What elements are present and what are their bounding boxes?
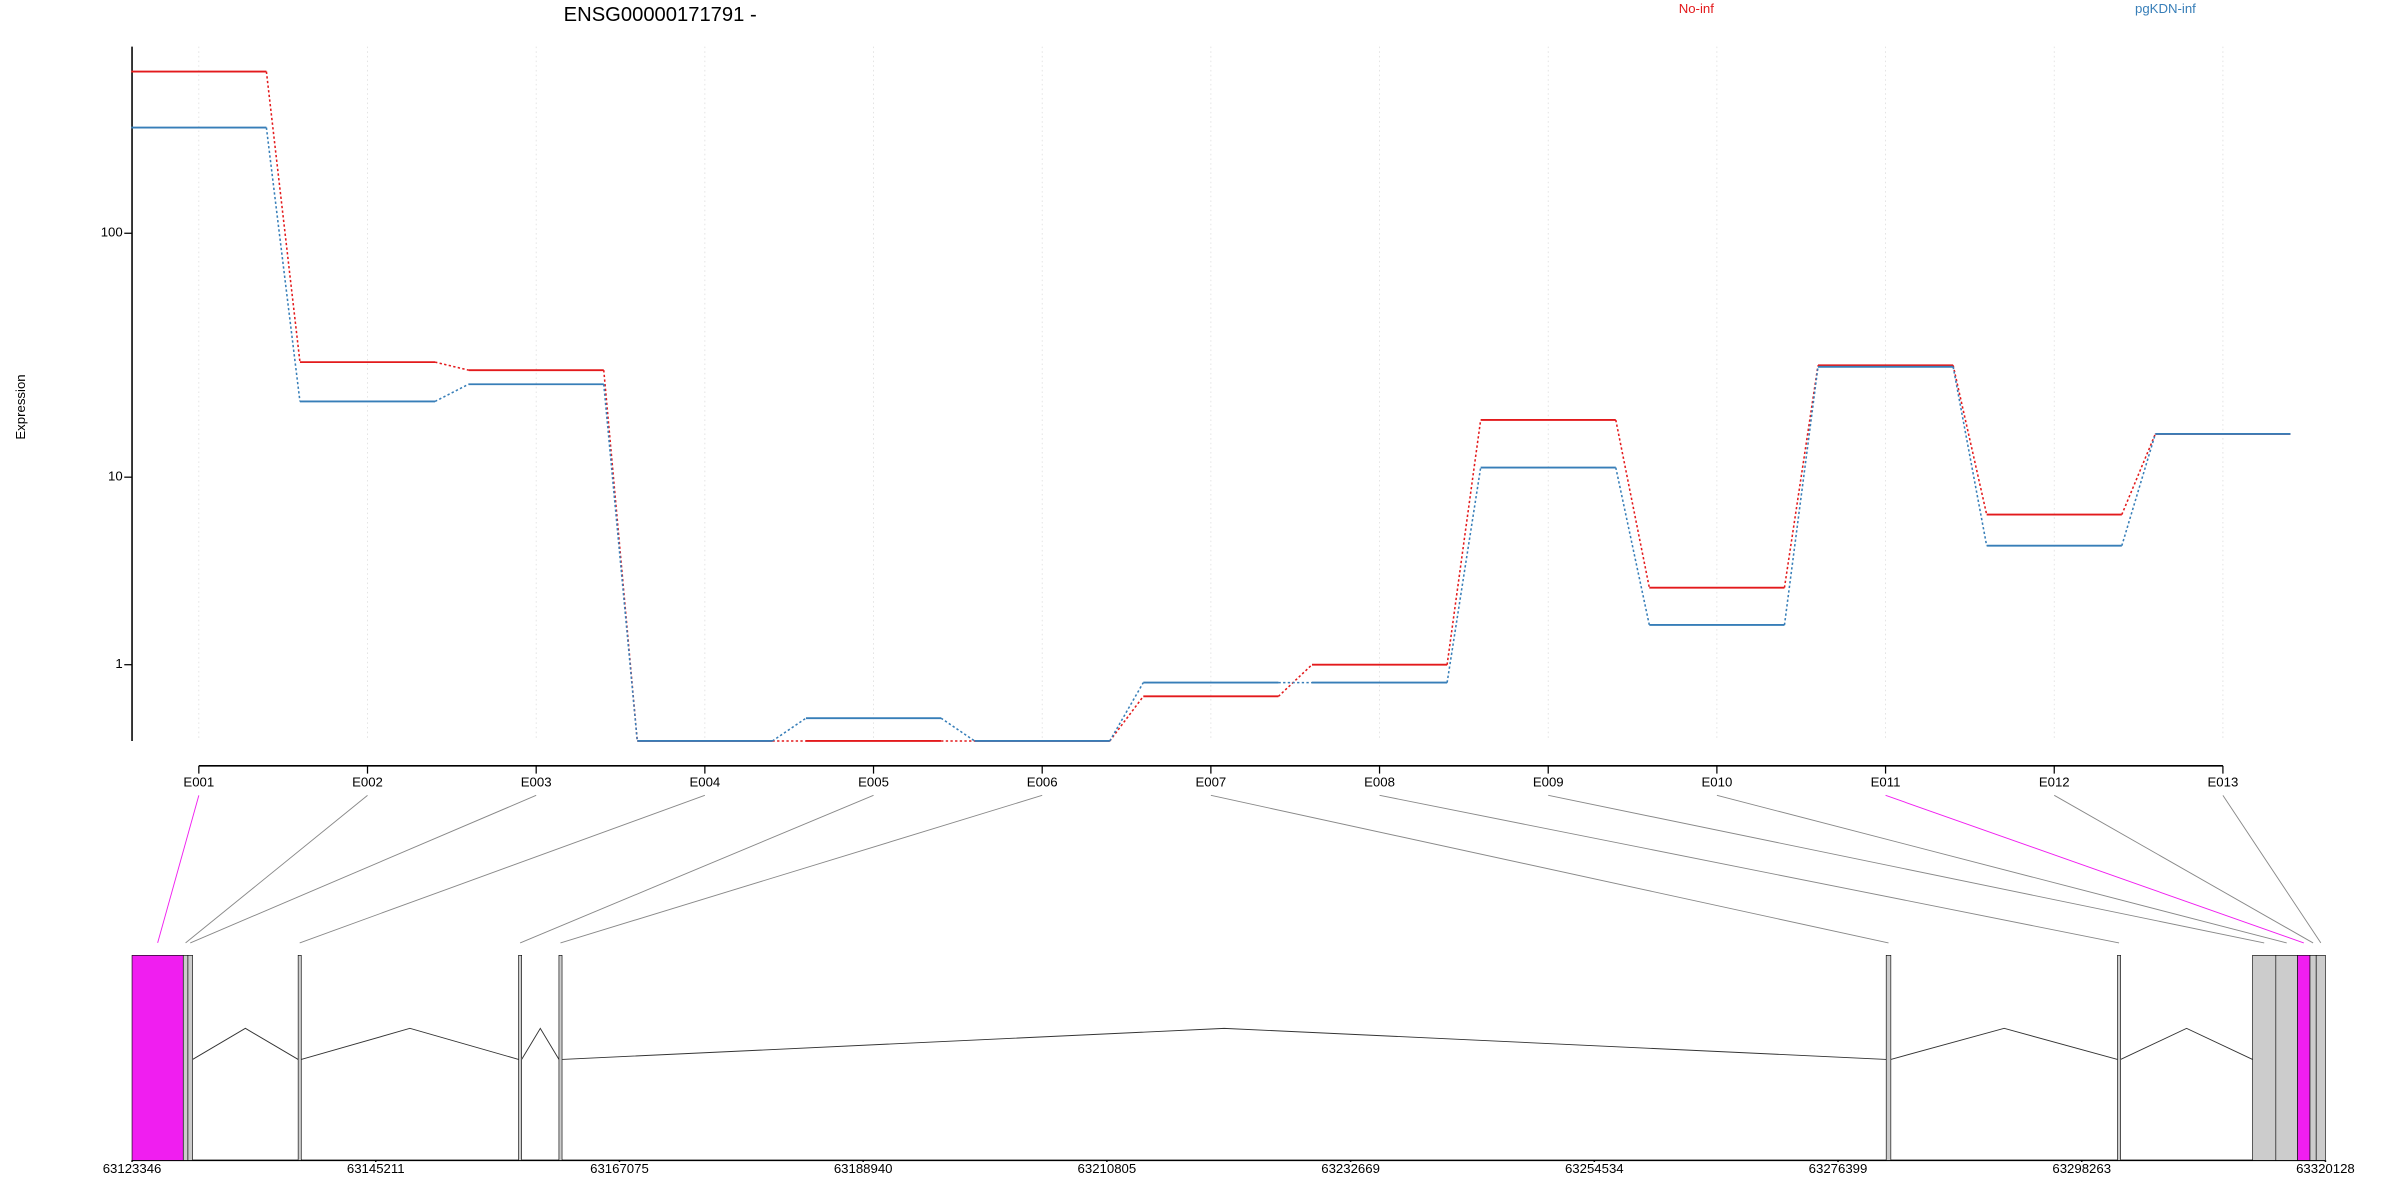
x-tick-label: E005 — [858, 774, 889, 789]
connector — [1277, 664, 1313, 697]
x-tick-label: E007 — [1195, 774, 1226, 789]
connector — [1109, 695, 1144, 742]
connector — [434, 361, 469, 371]
exon-link — [1716, 794, 2287, 944]
genome-tick-label: 63210805 — [1078, 1161, 1137, 1176]
genome-tick-label: 63298263 — [2052, 1161, 2111, 1176]
connector — [434, 383, 469, 403]
connector — [1783, 366, 1819, 626]
exon — [2117, 955, 2121, 1161]
connector — [1446, 467, 1482, 683]
connector — [1446, 419, 1482, 665]
x-tick-label: E009 — [1533, 774, 1564, 789]
connector — [602, 384, 639, 742]
exon-link — [1885, 794, 2304, 944]
x-tick-label: E001 — [183, 774, 214, 789]
connector — [940, 717, 976, 742]
exon-link — [2054, 794, 2314, 944]
intron — [521, 1027, 560, 1060]
y-axis-label: Expression — [13, 374, 28, 439]
x-tick-label: E013 — [2208, 774, 2239, 789]
x-tick-label: E012 — [2039, 774, 2070, 789]
connector — [265, 127, 301, 402]
connector — [1952, 366, 1988, 546]
exon — [187, 955, 193, 1161]
genome-tick-label: 63145211 — [347, 1161, 405, 1176]
exon-link — [299, 794, 706, 944]
exon — [2275, 955, 2298, 1161]
genome-tick-label: 63254534 — [1565, 1161, 1624, 1176]
intron — [562, 1027, 1887, 1060]
exon — [518, 955, 522, 1161]
exon-link — [560, 794, 1043, 944]
x-tick-label: E004 — [689, 774, 720, 789]
exon — [182, 955, 189, 1161]
y-tick-label: 10 — [108, 469, 123, 484]
intron — [301, 1027, 519, 1060]
connector — [1615, 467, 1651, 626]
intron — [1890, 1027, 2118, 1060]
genome-tick-label: 63123346 — [103, 1161, 162, 1176]
exon-link — [519, 794, 874, 944]
connector — [2121, 433, 2157, 515]
exon-link — [2222, 795, 2322, 944]
connector — [1783, 365, 1819, 588]
genome-tick-label: 63320128 — [2296, 1161, 2355, 1176]
x-tick-label: E002 — [352, 774, 383, 789]
y-tick-label: 100 — [101, 225, 123, 240]
exon — [2297, 955, 2311, 1161]
exon-link — [1379, 794, 2120, 944]
connector — [1615, 419, 1651, 588]
exon — [1885, 955, 1892, 1161]
connector — [1109, 682, 1144, 742]
exon — [558, 955, 563, 1161]
exon-link — [1210, 794, 1889, 944]
connector — [2121, 433, 2157, 546]
chart-title: ENSG00000171791 - — [564, 4, 757, 26]
exon-link — [157, 795, 200, 944]
intron — [192, 1027, 299, 1060]
exon — [131, 955, 184, 1161]
exon — [2309, 955, 2317, 1161]
exon — [297, 955, 302, 1161]
x-tick-label: E008 — [1364, 774, 1395, 789]
connector — [1952, 365, 1988, 515]
connector — [265, 71, 301, 363]
exon-link — [190, 794, 537, 944]
exon — [2252, 955, 2277, 1161]
intron — [2120, 1027, 2253, 1060]
legend-label: No-inf — [1679, 1, 1715, 16]
genome-tick-label: 63232669 — [1321, 1161, 1380, 1176]
genome-tick-label: 63188940 — [834, 1161, 893, 1176]
connector — [602, 370, 639, 742]
genome-tick-label: 63276399 — [1809, 1161, 1868, 1176]
connector — [771, 717, 807, 742]
x-tick-label: E011 — [1871, 774, 1901, 789]
exon — [2315, 955, 2326, 1161]
x-tick-label: E006 — [1027, 774, 1058, 789]
legend-label: pgKDN-inf — [2135, 1, 2196, 16]
genome-tick-label: 63167075 — [590, 1161, 649, 1176]
x-tick-label: E010 — [1701, 774, 1732, 789]
exon-link — [185, 794, 368, 944]
x-tick-label: E003 — [521, 774, 552, 789]
y-tick-label: 1 — [115, 656, 122, 671]
exon-link — [1548, 794, 2265, 944]
